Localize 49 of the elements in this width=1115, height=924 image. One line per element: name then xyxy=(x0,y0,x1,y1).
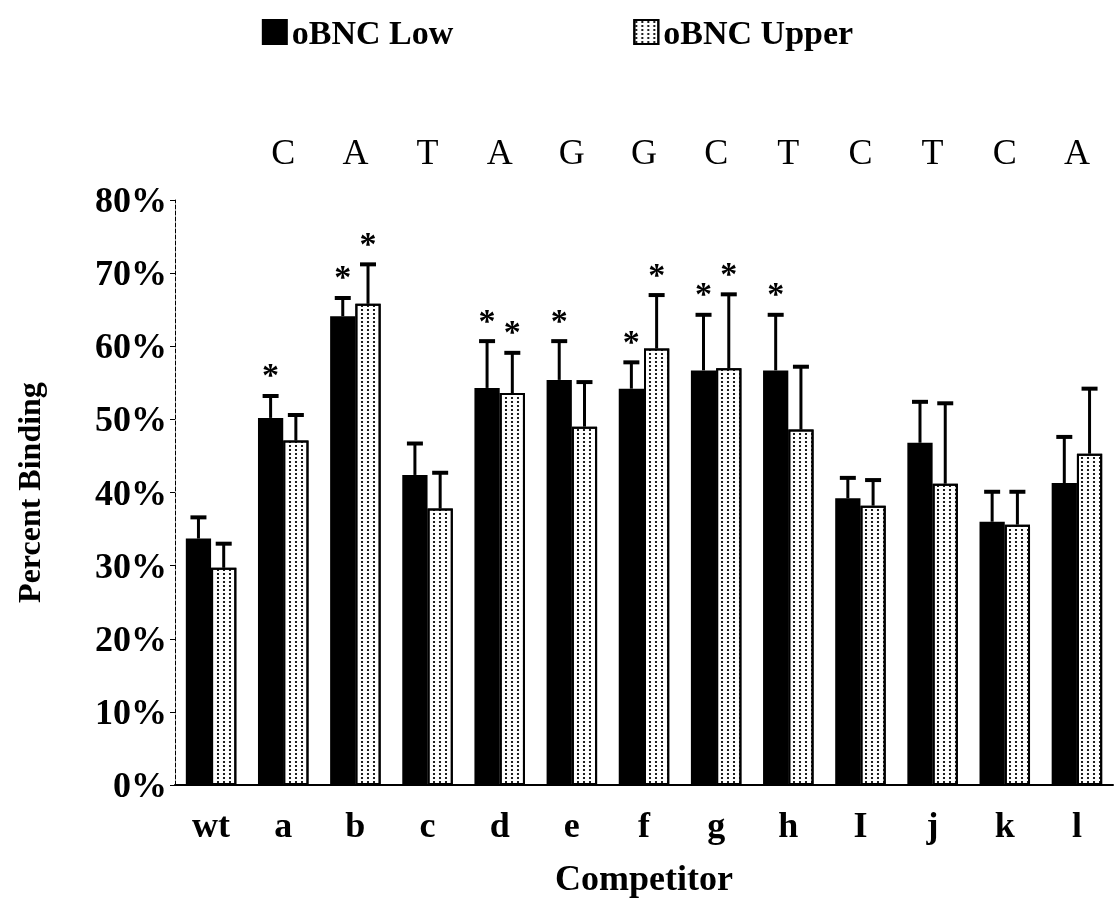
x-tick-label: g xyxy=(707,805,726,845)
text: T xyxy=(416,132,439,172)
text: T xyxy=(921,132,944,172)
data-label: * xyxy=(720,254,738,292)
y-tick-label: 10% xyxy=(95,691,167,732)
y-tick-label: 20% xyxy=(95,618,167,659)
x-tick-label: c xyxy=(419,805,436,845)
data-label: * xyxy=(695,275,713,313)
x-tick-label: b xyxy=(345,805,366,845)
text: C xyxy=(704,132,729,172)
y-tick-label: 40% xyxy=(95,472,167,513)
y-axis-title: Percent Binding xyxy=(11,382,47,603)
data-label: * xyxy=(503,313,521,351)
data-label: * xyxy=(478,301,496,339)
x-tick-label: wt xyxy=(192,805,231,845)
y-tick-label: 80% xyxy=(95,180,167,220)
x-tick-label: h xyxy=(778,805,799,845)
text: C xyxy=(992,132,1017,172)
x-tick-label: a xyxy=(274,805,293,845)
y-tick-label: 60% xyxy=(95,326,167,367)
x-tick-label: k xyxy=(994,805,1015,845)
data-label: * xyxy=(767,275,785,313)
text: A xyxy=(486,132,513,172)
data-label: * xyxy=(550,301,568,339)
x-tick-label: l xyxy=(1071,805,1082,845)
x-tick-label: f xyxy=(638,805,651,845)
data-label: * xyxy=(262,356,280,394)
x-tick-label: j xyxy=(925,805,939,845)
data-label: * xyxy=(648,255,666,293)
y-tick-label: 70% xyxy=(95,253,167,294)
text: C xyxy=(848,132,873,172)
text: C xyxy=(271,132,296,172)
legend-label: oBNC Upper xyxy=(663,13,854,51)
data-label: * xyxy=(622,322,640,360)
legend-label: oBNC Low xyxy=(291,13,454,51)
y-tick-label: 30% xyxy=(95,545,167,586)
x-tick-label: I xyxy=(853,805,868,845)
text: T xyxy=(777,132,800,172)
text: A xyxy=(342,132,369,172)
y-tick-label: 50% xyxy=(95,399,167,440)
text: G xyxy=(558,132,585,172)
data-label: * xyxy=(359,224,377,262)
data-label: * xyxy=(334,258,352,296)
x-tick-label: d xyxy=(489,805,510,845)
text: G xyxy=(631,132,657,172)
y-tick-label: 0% xyxy=(113,765,167,805)
x-tick-label: e xyxy=(563,805,580,845)
text: A xyxy=(1063,132,1090,172)
x-axis-title: Competitor xyxy=(555,858,733,898)
